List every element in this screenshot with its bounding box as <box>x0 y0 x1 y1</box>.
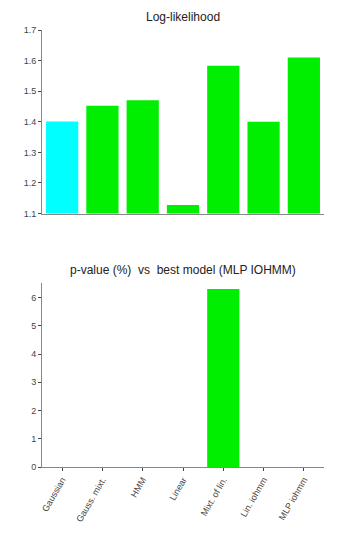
svg-text:6: 6 <box>31 293 36 303</box>
svg-text:MLP iohmm: MLP iohmm <box>277 476 310 522</box>
svg-text:HMM: HMM <box>129 476 148 500</box>
svg-text:Log-likelihood: Log-likelihood <box>146 10 220 24</box>
svg-text:1: 1 <box>31 434 36 444</box>
svg-text:2: 2 <box>31 406 36 416</box>
svg-text:1.6: 1.6 <box>24 56 37 66</box>
svg-text:1.1: 1.1 <box>24 209 37 219</box>
svg-text:Gauss. mixt.: Gauss. mixt. <box>74 476 108 524</box>
svg-text:1.4: 1.4 <box>24 117 37 127</box>
svg-text:Gaussian: Gaussian <box>40 476 68 514</box>
svg-text:1.2: 1.2 <box>24 178 37 188</box>
svg-text:4: 4 <box>31 349 36 359</box>
svg-text:Lin. iohmm: Lin. iohmm <box>239 476 270 519</box>
svg-text:5: 5 <box>31 321 36 331</box>
svg-text:1.7: 1.7 <box>24 25 37 35</box>
svg-text:0: 0 <box>31 462 36 472</box>
svg-text:Mixt. of lin.: Mixt. of lin. <box>199 476 229 518</box>
svg-text:p-value (%) vs best model (M: p-value (%) vs best model (MLP IOHMM) <box>70 263 296 277</box>
svg-text:3: 3 <box>31 377 36 387</box>
svg-text:1.5: 1.5 <box>24 86 37 96</box>
svg-text:Linear: Linear <box>167 476 188 503</box>
svg-text:1.3: 1.3 <box>24 148 37 158</box>
